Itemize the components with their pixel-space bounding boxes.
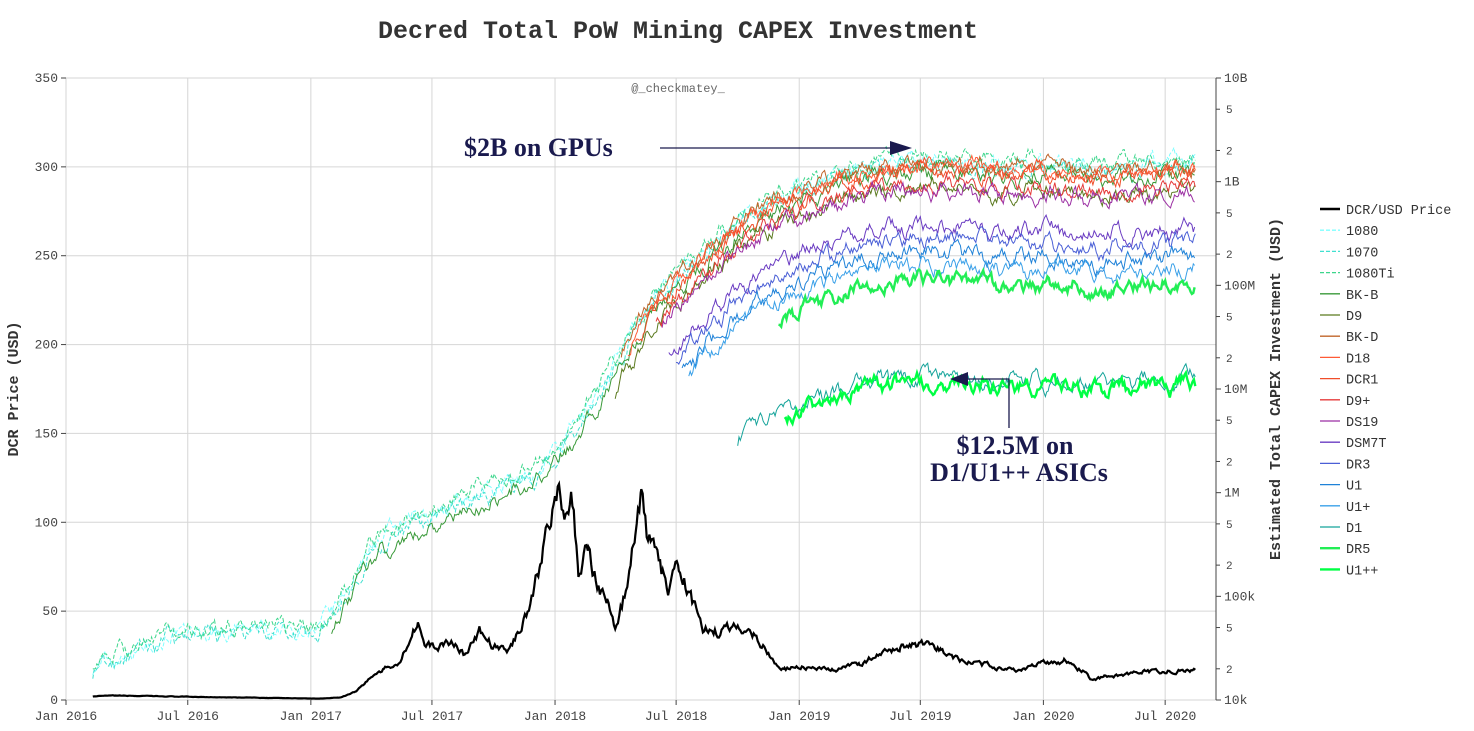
series-line-1080 [92, 145, 1196, 676]
x-tick-label: Jan 2020 [1012, 709, 1074, 724]
y-tick-label: 350 [35, 71, 58, 86]
asic-annotation-arrowhead [950, 372, 968, 386]
x-tick-label: Jul 2019 [889, 709, 951, 724]
legend-label-D9+: D9+ [1346, 395, 1370, 410]
y2-minor-tick-label: 5 [1226, 520, 1233, 532]
x-tick-label: Jul 2020 [1134, 709, 1196, 724]
y2-minor-tick-label: 2 [1226, 354, 1233, 366]
x-tick-label: Jul 2018 [645, 709, 707, 724]
series-line-D9 [614, 177, 1196, 399]
legend: DCR/USD Price 1080 1070 1080Ti BK-B D9 BK-D D18… [1320, 204, 1451, 579]
gpu-annotation-text: $2B on GPUs [464, 133, 613, 162]
series-line-U1+ [688, 255, 1195, 377]
y-tick-label: 100 [35, 515, 58, 530]
credit-label: @_checkmatey_ [631, 82, 725, 96]
legend-label-DR3: DR3 [1346, 458, 1370, 473]
legend-label-DR5: DR5 [1346, 543, 1370, 558]
legend-label-DCR/USD Price: DCR/USD Price [1346, 204, 1451, 219]
y2-tick-label: 10M [1224, 382, 1247, 397]
y2-minor-tick-label: 2 [1226, 457, 1233, 469]
y2-tick-label: 10k [1224, 693, 1248, 708]
legend-label-1080: 1080 [1346, 225, 1378, 240]
legend-label-DS19: DS19 [1346, 416, 1378, 431]
y-tick-label: 300 [35, 160, 58, 175]
y2-minor-tick-label: 2 [1226, 561, 1233, 573]
y-axis-title: DCR Price (USD) [6, 321, 23, 456]
y2-axis-title: Estimated Total CAPEX Investment (USD) [1268, 218, 1285, 560]
axes: Jan 2016 Jul 2016 Jan 2017 Jul 2017 Jan 2018… [35, 71, 1256, 724]
y-tick-label: 0 [50, 693, 58, 708]
x-tick-label: Jan 2016 [35, 709, 97, 724]
legend-label-D18: D18 [1346, 352, 1370, 367]
y2-minor-tick-label: 2 [1226, 146, 1233, 158]
legend-label-BK-D: BK-D [1346, 331, 1378, 346]
y2-minor-tick-label: 5 [1226, 105, 1233, 117]
series-line-DR3 [676, 226, 1196, 366]
y2-tick-label: 100k [1224, 589, 1255, 604]
gpu-annotation-arrowhead [890, 141, 912, 155]
x-tick-label: Jan 2018 [524, 709, 586, 724]
y2-tick-label: 100M [1224, 278, 1255, 293]
y-tick-label: 150 [35, 426, 58, 441]
series-line-D18 [627, 154, 1196, 357]
y-tick-label: 50 [42, 604, 58, 619]
asic-annotation-text-2: D1/U1++ ASICs [930, 458, 1108, 487]
legend-label-U1++: U1++ [1346, 564, 1378, 579]
legend-label-BK-B: BK-B [1346, 289, 1378, 304]
series-line-DS19 [661, 179, 1195, 328]
legend-label-DSM7T: DSM7T [1346, 437, 1387, 452]
legend-label-U1: U1 [1346, 480, 1362, 495]
y2-minor-tick-label: 5 [1226, 209, 1233, 221]
y-tick-label: 200 [35, 338, 58, 353]
asic-annotation-text-1: $12.5M on [957, 431, 1075, 460]
series-line-DR5 [778, 266, 1196, 330]
x-tick-label: Jan 2019 [768, 709, 830, 724]
grid [65, 77, 1216, 701]
series-line-price [92, 480, 1196, 700]
y2-minor-tick-label: 5 [1226, 416, 1233, 428]
legend-label-DCR1: DCR1 [1346, 374, 1378, 389]
series-line-1070 [92, 154, 1196, 679]
y2-tick-label: 1B [1224, 175, 1240, 190]
series-line-D9+ [655, 172, 1196, 328]
y2-minor-tick-label: 5 [1226, 624, 1233, 636]
chart-title: Decred Total PoW Mining CAPEX Investment [378, 17, 978, 46]
x-tick-label: Jul 2016 [157, 709, 219, 724]
asic-annotation-arrow-line [960, 378, 1010, 428]
y2-minor-tick-label: 5 [1226, 313, 1233, 325]
series-line-DSM7T [668, 213, 1196, 356]
x-tick-label: Jul 2017 [401, 709, 463, 724]
series-line-U1++ [783, 368, 1197, 427]
y-tick-label: 250 [35, 249, 58, 264]
legend-label-D1: D1 [1346, 522, 1362, 537]
y2-tick-label: 10B [1224, 71, 1248, 86]
x-tick-label: Jan 2017 [280, 709, 342, 724]
y2-tick-label: 1M [1224, 486, 1240, 501]
legend-label-1070: 1070 [1346, 246, 1378, 261]
series-line-DCR1 [634, 156, 1196, 342]
legend-label-1080Ti: 1080Ti [1346, 268, 1395, 283]
series-line-1080Ti [92, 145, 1196, 670]
series-layer [92, 145, 1197, 700]
series-line-U1 [681, 238, 1196, 369]
series-line-BK-D [620, 153, 1196, 358]
y2-minor-tick-label: 2 [1226, 250, 1233, 262]
y2-minor-tick-label: 2 [1226, 665, 1233, 677]
annotations: $2B on GPUs $12.5M on D1/U1++ ASICs [464, 133, 1108, 487]
legend-label-U1+: U1+ [1346, 501, 1370, 516]
legend-label-D9: D9 [1346, 310, 1362, 325]
